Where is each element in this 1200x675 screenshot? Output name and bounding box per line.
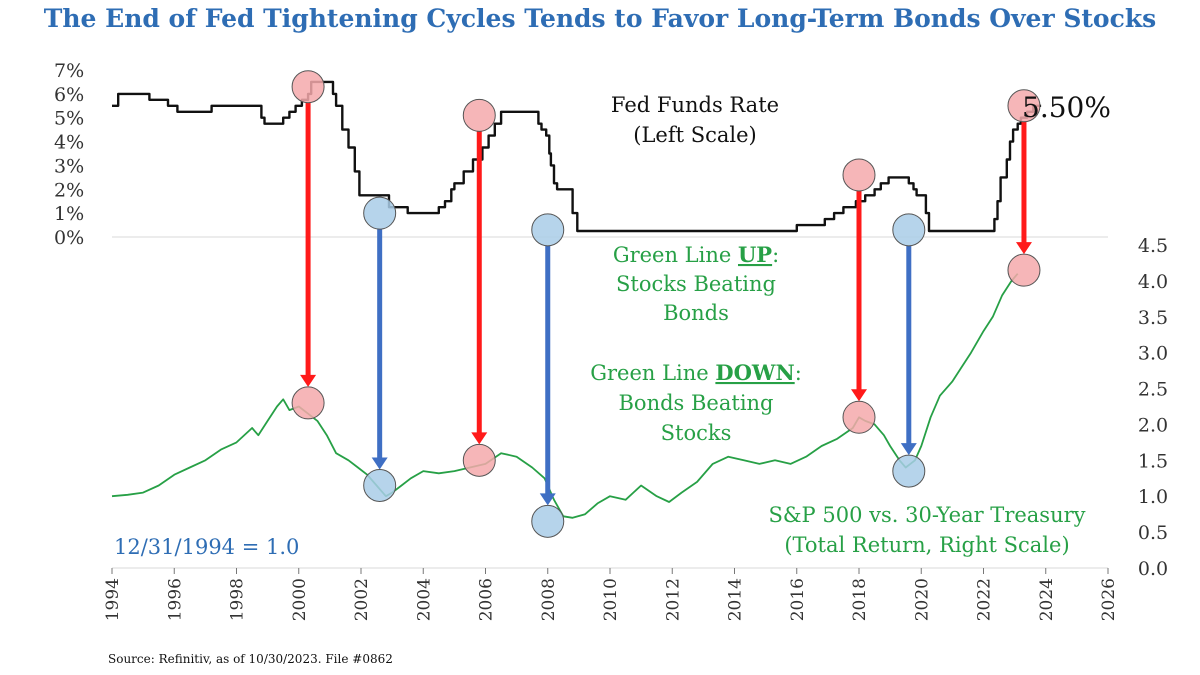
blue-marker <box>363 468 397 502</box>
page-title: The End of Fed Tightening Cycles Tends t… <box>43 4 1157 33</box>
blue-arrow <box>900 245 917 456</box>
left-tick-label: 5% <box>54 108 84 130</box>
marker-layer <box>291 70 1041 538</box>
pink-marker <box>842 158 876 192</box>
blue-marker <box>531 213 565 247</box>
pink-marker <box>462 98 496 132</box>
blue-marker <box>892 454 926 488</box>
x-tick-label: 2008 <box>539 578 559 621</box>
right-tick-label: 2.0 <box>1138 414 1168 436</box>
left-tick-label: 4% <box>54 132 84 154</box>
right-tick-label: 2.5 <box>1138 379 1168 401</box>
red-arrow <box>1015 121 1032 255</box>
green-up-suffix: : <box>772 243 779 267</box>
series-layer <box>111 80 1042 519</box>
green-up-prefix: Green Line <box>613 243 738 267</box>
right-tick-label: 3.0 <box>1138 343 1168 365</box>
green-up-line2: Stocks Beating <box>616 272 776 296</box>
x-tick-label: 2012 <box>663 578 683 621</box>
current-rate-label: 5.50% <box>1022 91 1111 124</box>
left-tick-label: 2% <box>54 179 84 201</box>
arrow-layer <box>300 102 1032 506</box>
green-down-line1: Green Line DOWN: <box>590 360 802 385</box>
pink-marker <box>842 400 876 434</box>
green-down-prefix: Green Line <box>590 361 715 385</box>
right-tick-label: 1.5 <box>1138 450 1168 472</box>
x-tick-label: 2000 <box>290 578 310 621</box>
stocks-vs-bonds-line <box>111 273 1019 519</box>
red-arrow <box>471 131 488 445</box>
left-axis: 0%1%2%3%4%5%6%7% <box>54 60 84 249</box>
x-tick-label: 2020 <box>912 578 932 621</box>
blue-marker <box>363 196 397 230</box>
green-up-keyword: UP <box>738 242 772 267</box>
x-tick-label: 1994 <box>103 578 123 621</box>
pink-marker <box>291 70 325 104</box>
source-note: Source: Refinitiv, as of 10/30/2023. Fil… <box>108 652 393 666</box>
blue-marker <box>892 213 926 247</box>
green-down-keyword: DOWN <box>715 360 794 385</box>
red-arrow <box>300 102 317 387</box>
left-tick-label: 7% <box>54 60 84 82</box>
red-arrow <box>851 190 867 402</box>
left-tick-label: 0% <box>54 227 84 249</box>
right-tick-label: 0.0 <box>1138 558 1168 580</box>
x-tick-label: 2002 <box>352 578 372 621</box>
green-down-line3: Stocks <box>661 421 732 445</box>
right-tick-label: 3.5 <box>1138 307 1168 329</box>
fed-label-line1: Fed Funds Rate <box>611 93 779 117</box>
right-axis: 0.0 0.5 1.0 1.5 2.0 2.5 3.0 3.5 4.0 4.5 <box>1138 235 1168 580</box>
x-tick-label: 2018 <box>850 578 870 621</box>
green-up-line3: Bonds <box>663 301 729 325</box>
x-tick-label: 1998 <box>228 578 248 621</box>
pink-marker <box>1007 89 1041 123</box>
x-tick-label: 1996 <box>165 578 185 621</box>
left-tick-label: 3% <box>54 155 84 177</box>
right-tick-label: 1.0 <box>1138 486 1168 508</box>
ratio-label-line1: S&P 500 vs. 30-Year Treasury <box>768 503 1085 527</box>
fed-label-line2: (Left Scale) <box>633 123 756 147</box>
x-axis: 1994 1996 1998 2000 2002 2004 2006 2008 2010 2012… <box>103 568 1119 621</box>
pink-marker <box>291 386 325 420</box>
x-tick-label: 2004 <box>414 578 434 621</box>
pink-marker <box>1007 253 1041 287</box>
x-tick-label: 2006 <box>477 578 497 621</box>
x-tick-label: 2026 <box>1099 578 1119 621</box>
right-tick-label: 0.5 <box>1138 522 1168 544</box>
green-down-suffix: : <box>795 361 802 385</box>
x-tick-label: 2024 <box>1037 578 1057 621</box>
x-tick-label: 2022 <box>975 578 995 621</box>
green-up-line1: Green Line UP: <box>613 242 779 267</box>
pink-marker <box>462 443 496 477</box>
blue-arrow <box>371 229 388 470</box>
fed-funds-line <box>112 80 1042 233</box>
right-tick-label: 4.5 <box>1138 235 1168 257</box>
x-tick-label: 2014 <box>726 578 746 621</box>
x-tick-label: 2010 <box>601 578 621 621</box>
blue-arrow <box>539 245 556 506</box>
left-tick-label: 1% <box>54 203 84 225</box>
blue-marker <box>531 504 565 538</box>
left-tick-label: 6% <box>54 84 84 106</box>
ratio-label-line2: (Total Return, Right Scale) <box>784 533 1069 557</box>
right-tick-label: 4.0 <box>1138 271 1168 293</box>
baseline-note: 12/31/1994 = 1.0 <box>114 535 299 559</box>
green-down-line2: Bonds Beating <box>619 391 774 415</box>
x-tick-label: 2016 <box>788 578 808 621</box>
